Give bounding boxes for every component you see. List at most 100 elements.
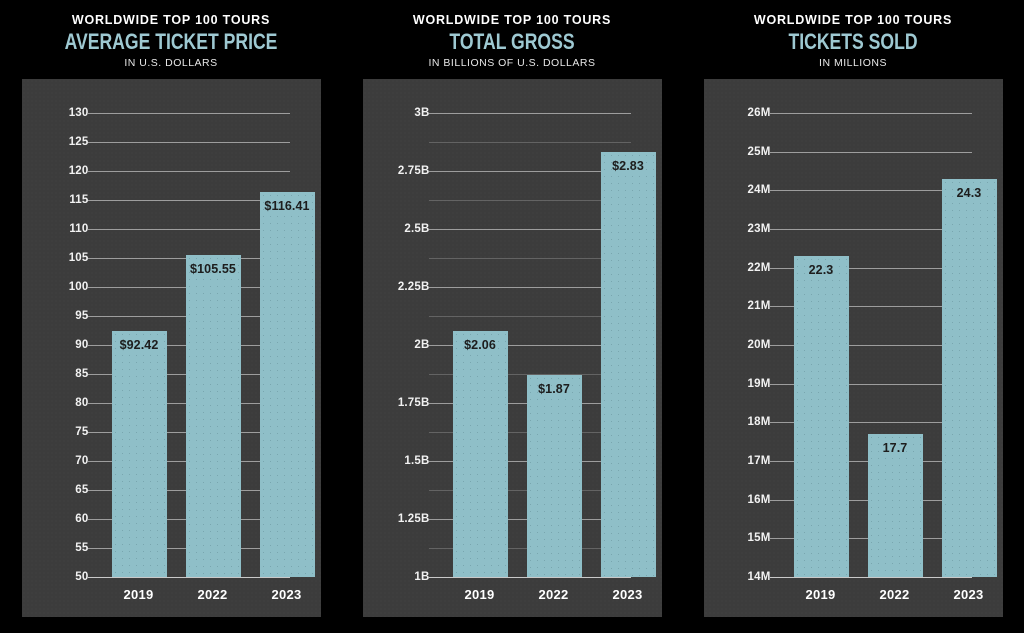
y-axis-tick-label: 90 (75, 338, 89, 351)
bar-2022[interactable]: 17.7 (867, 433, 923, 577)
x-axis-tick-label-2023: 2023 (612, 586, 643, 602)
bar-2019[interactable]: 22.3 (793, 256, 849, 577)
chart-kicker-2: WORLDWIDE TOP 100 TOURS (412, 13, 612, 27)
gridline (769, 422, 972, 424)
chart-kicker-3: WORLDWIDE TOP 100 TOURS (753, 13, 953, 27)
bar-2023[interactable]: $2.83 (600, 152, 656, 577)
x-axis-baseline (87, 576, 290, 578)
y-axis-tick-label: 24M (747, 184, 771, 197)
chart-headline-1: AVERAGE TICKET PRICE (64, 28, 278, 54)
x-axis-tick-label-2023: 2023 (953, 586, 984, 602)
bar-value-label: $116.41 (264, 198, 310, 213)
bar-value-label: 24.3 (956, 185, 982, 200)
bar-value-label: $2.06 (464, 338, 496, 352)
y-axis-tick-label: 19M (747, 377, 771, 390)
y-axis-tick-label: 75 (75, 425, 89, 438)
chart-title-block-3: WORLDWIDE TOP 100 TOURS TICKETS SOLD IN … (694, 0, 1012, 71)
gridline (769, 383, 972, 385)
bar-value-label: 22.3 (808, 263, 834, 277)
chart-subcaption-2: IN BILLIONS OF U.S. DOLLARS (428, 57, 596, 70)
y-axis-tick-label: 2.25B (397, 280, 430, 293)
y-axis-tick-label: 2B (414, 338, 430, 351)
bar-2022[interactable]: $105.55 (185, 254, 241, 577)
gridline (769, 112, 972, 114)
y-axis-tick-label: 2.5B (404, 222, 430, 235)
x-axis-baseline (428, 576, 631, 578)
y-axis-tick-label: 125 (68, 135, 89, 148)
chart-panel-average-ticket-price: WORLDWIDE TOP 100 TOURS AVERAGE TICKET P… (12, 0, 330, 633)
bar-2023[interactable]: $116.41 (259, 191, 315, 577)
y-axis-tick-label: 17M (747, 454, 771, 467)
bar-value-label: $1.87 (538, 382, 570, 397)
y-axis-tick-label: 95 (75, 309, 89, 322)
bar-2022[interactable]: $1.87 (526, 375, 582, 577)
y-axis-tick-label: 16M (747, 493, 771, 506)
bar-series: $92.42 $105.55 $116.41 (88, 79, 315, 577)
gridline (769, 228, 972, 230)
y-axis-tick-label: 120 (68, 164, 89, 177)
plot-area-2: 1B 1.25B 1.5B 1.75B 2B 2.25B 2.5B 2.75B 3B $2.06 $… (362, 78, 662, 617)
bar-2023[interactable]: 24.3 (941, 178, 997, 577)
bar-2019[interactable]: $92.42 (111, 330, 167, 577)
bar-series: 22.3 17.7 24.3 (770, 79, 997, 577)
bar-value-label: $105.55 (190, 261, 236, 276)
x-axis-tick-label-2019: 2019 (805, 586, 836, 602)
bar-value-label: 17.7 (882, 440, 908, 455)
y-axis-tick-label: 110 (69, 222, 89, 235)
x-axis-tick-label-2022: 2022 (538, 586, 569, 602)
gridline (87, 199, 290, 201)
plot-area-3: 14M 15M 16M 17M 18M 19M 20M 21M 22M 23M 24M 25M 26M 2… (703, 78, 1003, 617)
y-axis-tick-label: 115 (69, 193, 89, 206)
x-axis-tick-label-2022: 2022 (879, 586, 910, 602)
chart-panel-tickets-sold: WORLDWIDE TOP 100 TOURS TICKETS SOLD IN … (694, 0, 1012, 633)
bar-value-label: $92.42 (119, 337, 159, 352)
y-axis-tick-label: 26M (747, 106, 771, 119)
gridline (87, 141, 290, 143)
x-axis-tick-label-2019: 2019 (464, 586, 495, 602)
gridline (428, 112, 631, 114)
gridline (769, 190, 972, 192)
x-axis-tick-label-2019: 2019 (123, 586, 154, 602)
y-axis-tick-label: 25M (747, 145, 771, 158)
y-axis-tick-label: 70 (75, 454, 89, 467)
chart-kicker-1: WORLDWIDE TOP 100 TOURS (71, 13, 271, 27)
gridline (87, 170, 290, 172)
y-axis-tick-label: 14M (747, 570, 771, 583)
gridline-minor (428, 199, 631, 201)
y-axis-tick-label: 18M (747, 416, 771, 429)
gridline (428, 344, 631, 346)
y-axis-tick-label: 65 (75, 483, 89, 496)
gridline (428, 228, 631, 230)
gridline (769, 306, 972, 308)
gridline-minor (428, 373, 631, 375)
plot-canvas-3: 14M 15M 16M 17M 18M 19M 20M 21M 22M 23M 24M 25M 26M 2… (704, 79, 1003, 617)
y-axis-tick-label: 1.5B (404, 454, 430, 467)
chart-title-block-2: WORLDWIDE TOP 100 TOURS TOTAL GROSS IN B… (353, 0, 671, 71)
plot-canvas-1: 50 55 60 65 70 75 80 85 90 95 100 105 110 115 120 125 13… (22, 79, 321, 617)
chart-title-block-1: WORLDWIDE TOP 100 TOURS AVERAGE TICKET P… (12, 0, 330, 71)
gridline (428, 286, 631, 288)
y-axis-tick-label: 130 (68, 106, 89, 119)
y-axis-tick-label: 60 (75, 512, 89, 525)
y-axis-tick-label: 100 (68, 280, 89, 293)
x-axis-tick-label-2022: 2022 (197, 586, 228, 602)
x-axis-baseline (769, 576, 972, 578)
gridline (769, 267, 972, 269)
gridline (769, 344, 972, 346)
bar-2019[interactable]: $2.06 (452, 331, 508, 577)
y-axis-tick-label: 21M (747, 300, 771, 313)
chart-headline-3: TICKETS SOLD (788, 28, 918, 54)
y-axis-tick-label: 55 (75, 541, 89, 554)
y-axis-tick-label: 105 (68, 251, 89, 264)
y-axis-tick-label: 3B (414, 106, 430, 119)
chart-subcaption-1: IN U.S. DOLLARS (124, 57, 218, 70)
gridline (769, 151, 972, 153)
y-axis-tick-label: 15M (747, 532, 771, 545)
gridline (87, 228, 290, 230)
y-axis-tick-label: 50 (75, 570, 89, 583)
bar-series: $2.06 $1.87 $2.83 (429, 79, 656, 577)
y-axis-tick-label: 80 (75, 396, 89, 409)
y-axis-tick-label: 85 (75, 367, 89, 380)
chart-headline-2: TOTAL GROSS (449, 28, 575, 54)
